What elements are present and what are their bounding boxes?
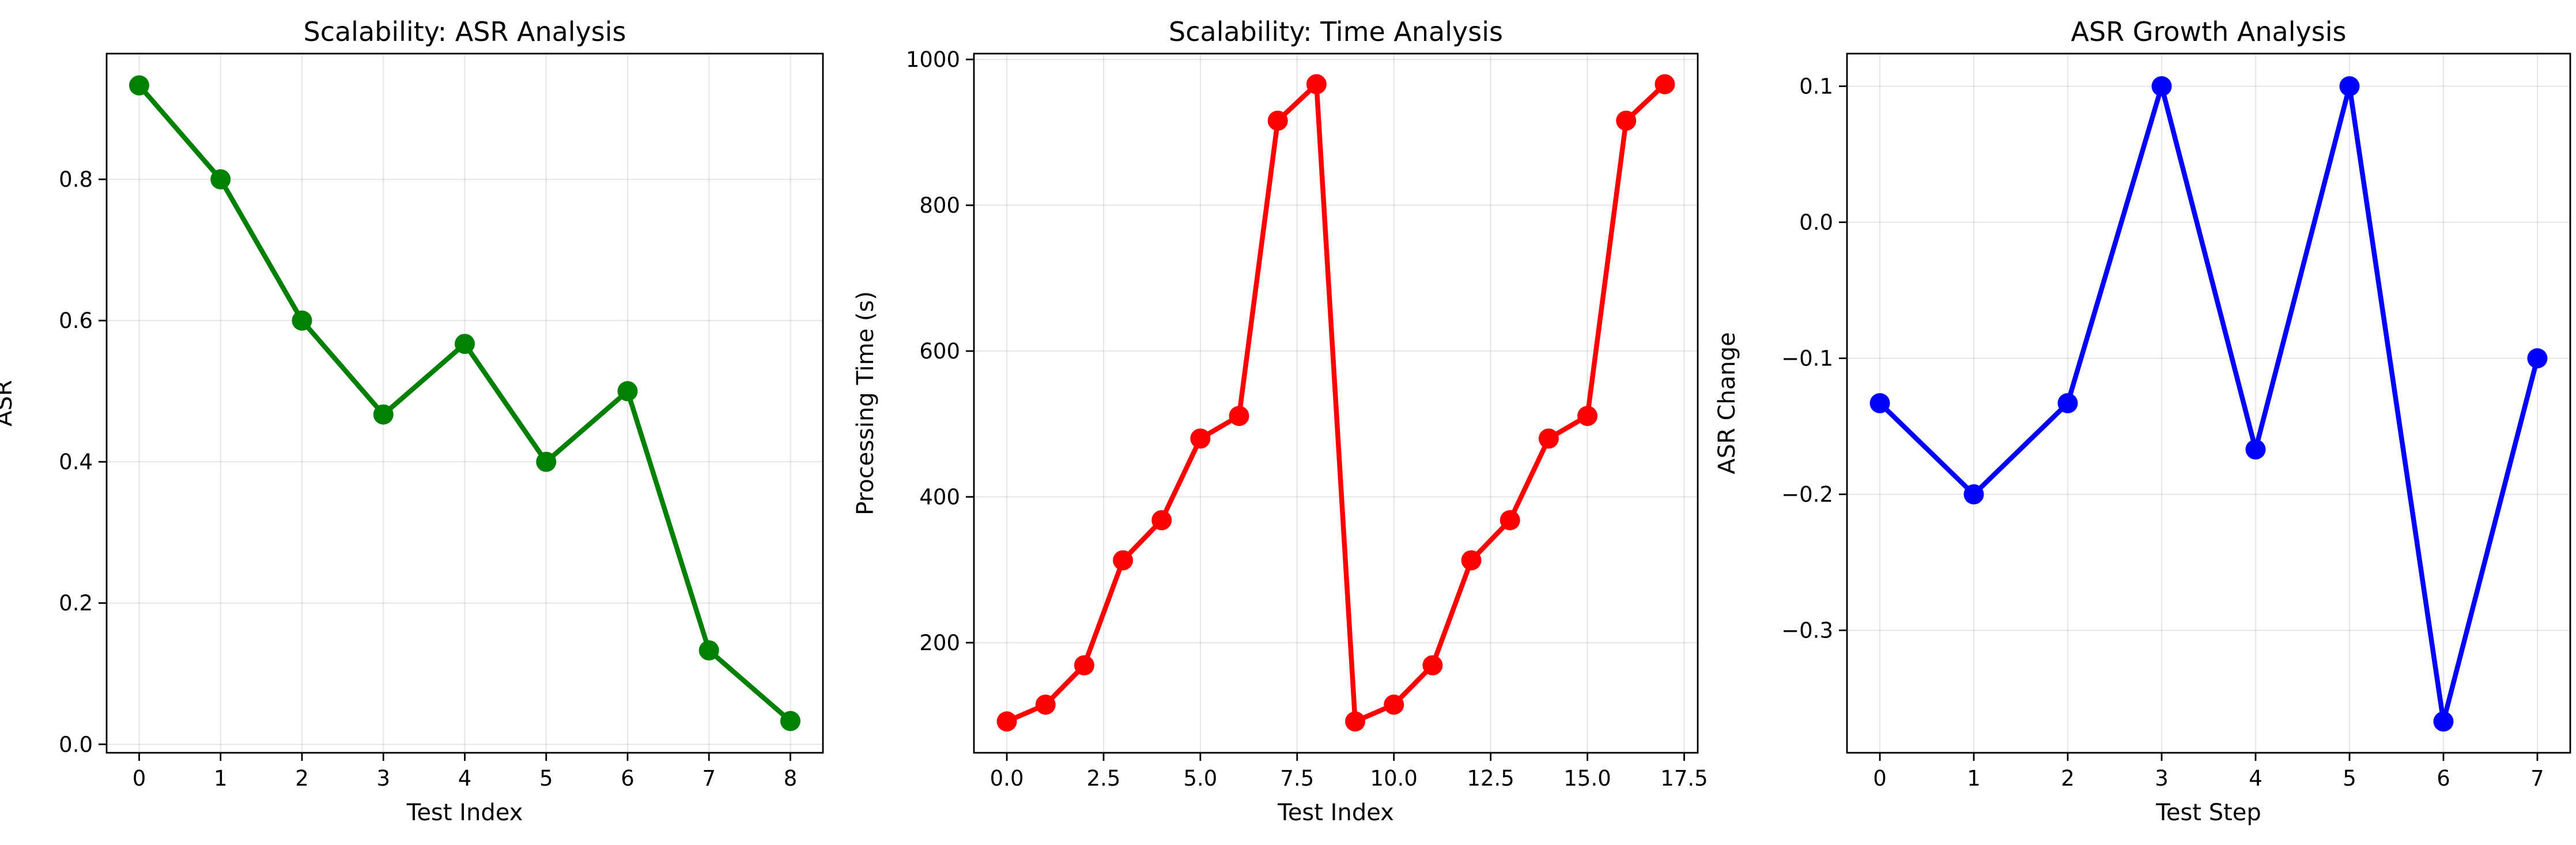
x-tick-label: 2	[2061, 766, 2075, 791]
grid	[107, 54, 823, 753]
x-tick-label: 5	[539, 766, 553, 791]
y-tick-label: 0.2	[59, 591, 93, 616]
x-tick-label: 15.0	[1563, 766, 1611, 791]
data-point	[373, 404, 394, 425]
data-point	[1229, 406, 1249, 427]
y-tick-label: −0.2	[1781, 482, 1833, 507]
data-point	[1577, 406, 1598, 427]
x-tick-label: 4	[458, 766, 472, 791]
data-point	[1461, 550, 1482, 571]
y-tick-label: 0.6	[59, 308, 93, 333]
data-point	[1384, 695, 1404, 715]
y-tick-label: 0.4	[59, 450, 93, 474]
data-point	[1538, 428, 1559, 449]
x-tick-label: 1	[214, 766, 228, 791]
axes-frame	[973, 52, 1699, 754]
x-tick-label: 7	[702, 766, 716, 791]
data-point	[1151, 510, 1172, 531]
data-point	[455, 334, 475, 354]
x-tick-label: 3	[376, 766, 390, 791]
data-point	[129, 75, 149, 96]
y-tick-label: 0.1	[1799, 74, 1833, 99]
y-tick-label: 200	[919, 631, 960, 655]
x-tick-label: 0	[133, 766, 146, 791]
data-point	[698, 640, 719, 661]
data-point	[210, 169, 231, 190]
axes-frame	[1846, 52, 2571, 754]
data-point	[1963, 484, 1984, 505]
chart-title: ASR Growth Analysis	[2071, 16, 2347, 47]
x-tick-label: 2	[295, 766, 309, 791]
data-point	[780, 711, 800, 731]
x-axis-label: Test Index	[1277, 799, 1394, 826]
x-tick-label: 2.5	[1087, 766, 1121, 791]
data-point	[2339, 76, 2360, 97]
data-point	[1267, 110, 1288, 131]
data-point	[1422, 655, 1443, 676]
x-tick-label: 8	[784, 766, 798, 791]
x-tick-label: 5.0	[1183, 766, 1217, 791]
series-line	[1003, 81, 1668, 725]
data-point	[1074, 655, 1094, 676]
x-tick-label: 5	[2343, 766, 2356, 791]
x-tick-label: 6	[621, 766, 634, 791]
data-point	[536, 451, 557, 472]
panel-time-analysis: Scalability: Time Analysis Test Index Pr…	[852, 16, 1708, 826]
x-tick-label: 12.5	[1467, 766, 1514, 791]
series-line	[1876, 84, 2541, 724]
x-tick-label: 10.0	[1370, 766, 1418, 791]
panel-asr-analysis: Scalability: ASR Analysis Test Index ASR…	[0, 16, 824, 826]
y-axis-label: ASR Change	[1714, 332, 1740, 474]
x-tick-label: 3	[2155, 766, 2169, 791]
x-tick-label: 7.5	[1280, 766, 1314, 791]
data-point	[1035, 695, 1056, 715]
grid	[974, 54, 1698, 753]
y-tick-label: 0.8	[59, 167, 93, 192]
data-point	[2057, 393, 2078, 413]
panel-asr-growth-analysis: ASR Growth Analysis Test Step ASR Change…	[1714, 16, 2571, 826]
data-point	[2527, 348, 2548, 369]
data-point	[292, 310, 312, 331]
y-tick-label: 0.0	[59, 732, 93, 757]
x-tick-label: 0.0	[990, 766, 1024, 791]
data-point	[996, 711, 1017, 732]
data-point	[1869, 393, 1890, 413]
x-tick-label: 7	[2530, 766, 2544, 791]
data-point	[1499, 510, 1520, 531]
x-tick-label: 4	[2249, 766, 2263, 791]
data-point	[617, 381, 638, 402]
x-tick-label: 1	[1967, 766, 1981, 791]
data-point	[2433, 711, 2454, 732]
y-tick-label: 1000	[906, 47, 960, 72]
chart-title: Scalability: Time Analysis	[1169, 16, 1503, 47]
data-point	[2245, 439, 2266, 460]
data-point	[1306, 74, 1327, 95]
y-tick-label: −0.1	[1781, 346, 1833, 371]
x-tick-label: 17.5	[1660, 766, 1708, 791]
y-axis-label: ASR	[0, 380, 17, 427]
y-tick-label: −0.3	[1781, 618, 1833, 643]
chart-title: Scalability: ASR Analysis	[304, 16, 626, 47]
x-tick-label: 6	[2437, 766, 2450, 791]
data-point	[1655, 74, 1675, 95]
data-point	[1345, 711, 1366, 732]
data-point	[1616, 110, 1637, 131]
x-axis-label: Test Step	[2155, 799, 2261, 826]
x-tick-label: 0	[1873, 766, 1887, 791]
x-axis-label: Test Index	[406, 799, 523, 826]
y-tick-label: 600	[919, 339, 960, 364]
y-tick-label: 800	[919, 193, 960, 218]
y-tick-label: 400	[919, 485, 960, 510]
y-tick-label: 0.0	[1799, 210, 1833, 235]
data-point	[1113, 550, 1134, 571]
data-point	[2151, 76, 2172, 97]
data-point	[1190, 428, 1211, 449]
y-axis-label: Processing Time (s)	[852, 291, 879, 515]
